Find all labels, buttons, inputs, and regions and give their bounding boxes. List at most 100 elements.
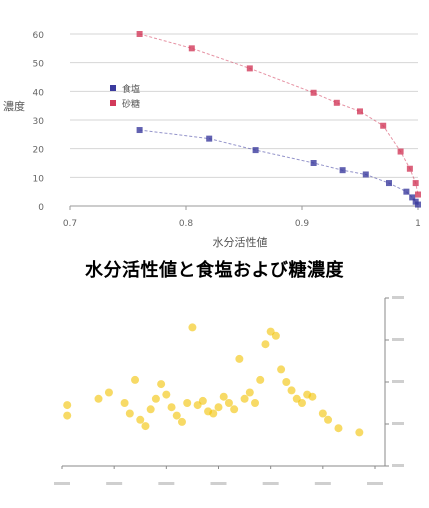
chart2-data-point: [94, 394, 103, 403]
figure-caption: 水分活性値と食塩および糖濃度: [85, 260, 344, 281]
chart2-data-point: [63, 401, 72, 410]
chart1-data-point: [415, 191, 421, 198]
chart2-x-tick-label: [367, 482, 383, 485]
chart1-y-tick-label: 0: [38, 203, 44, 213]
chart1-x-tick-label: 0.7: [63, 219, 77, 229]
chart1-data-point: [409, 194, 416, 201]
chart2-data-point: [172, 411, 181, 420]
chart1-data-point: [357, 108, 363, 115]
chart2-data-point: [209, 409, 218, 418]
chart1-data-point: [252, 147, 259, 154]
chart2-data-point: [151, 394, 160, 403]
chart2-y-tick-label: [392, 380, 404, 383]
chart2-data-point: [334, 424, 343, 433]
chart2-data-point: [157, 380, 166, 389]
chart1-data-point: [397, 148, 404, 155]
chart1-series-line: [139, 33, 419, 195]
chart2-data-point: [104, 388, 113, 397]
chart1-data-point: [403, 188, 410, 195]
chart2-data-point: [297, 399, 306, 407]
chart2-data-point: [230, 405, 239, 414]
chart1-tick-labels: 0 10 20 30 40 50 60 0.7 0.8 0.9 1: [33, 31, 421, 229]
chart2-data-point: [282, 378, 291, 386]
chart2-x-tick-label: [262, 482, 279, 485]
chart2-y-tick-label: [392, 422, 404, 425]
chart1-y-tick-label: 50: [33, 60, 45, 70]
chart2-data-point: [183, 399, 192, 407]
chart1-data-point: [246, 65, 253, 72]
chart1-legend-label: 砂糖: [122, 98, 140, 110]
chart2-x-tick-label: [314, 482, 331, 485]
chart1-legend-label: 食塩: [122, 83, 140, 95]
chart2-data-point: [251, 399, 260, 407]
chart2-data-point: [235, 354, 244, 363]
chart1-data-point: [339, 167, 346, 174]
chart2-data-point: [245, 388, 254, 397]
chart1-y-tick-label: 40: [33, 88, 45, 98]
chart2-tick-marks: [54, 296, 404, 485]
chart2-data-point: [198, 396, 207, 405]
chart1-legend-marker: [110, 85, 116, 91]
chart1-data-point: [188, 45, 195, 52]
chart1-data-point: [380, 122, 387, 129]
chart2-x-tick-label: [158, 482, 175, 485]
chart2-x-tick-label: [106, 482, 123, 485]
chart1-data-point: [333, 99, 340, 106]
chart1-data-point: [415, 201, 421, 208]
chart1-y-tick-label: 10: [33, 174, 45, 184]
chart1-y-axis-label: 濃度: [3, 99, 25, 113]
water-activity-scatter-chart: [0, 290, 429, 508]
chart2-data-point: [177, 417, 186, 426]
chart2-data-point: [256, 375, 265, 384]
chart2-data-point: [146, 405, 155, 414]
chart1-data-point: [412, 180, 419, 187]
chart2-data-point: [219, 392, 228, 401]
chart2-data-point: [131, 375, 140, 384]
chart2-data-point: [125, 409, 134, 418]
chart2-data-points: [63, 323, 364, 437]
chart2-data-point: [308, 392, 317, 401]
chart2-data-point: [224, 399, 233, 407]
chart1-x-tick-label: 0.9: [295, 219, 310, 229]
chart2-data-point: [141, 422, 150, 431]
chart2-y-tick-label: [392, 464, 404, 467]
chart1-legend-marker: [110, 100, 116, 106]
chart2-data-point: [240, 394, 249, 403]
chart2-data-point: [120, 399, 129, 407]
chart1-x-axis-label: 水分活性値: [213, 235, 268, 249]
chart2-x-tick-label: [54, 482, 70, 485]
chart1-data-point: [406, 165, 413, 172]
chart1-y-tick-label: 30: [33, 117, 45, 127]
chart2-y-tick-label: [392, 296, 404, 299]
chart2-data-point: [287, 386, 296, 395]
chart2-y-tick-label: [392, 338, 404, 341]
chart1-y-tick-label: 60: [33, 31, 45, 41]
chart1-data-point: [136, 127, 143, 134]
chart1-data-point: [136, 31, 143, 37]
chart2-data-point: [318, 409, 327, 418]
chart2-data-point: [214, 403, 223, 412]
chart1-data-points: [136, 31, 421, 208]
chart1-gridlines: [70, 33, 418, 207]
chart2-data-point: [324, 415, 333, 424]
chart1-data-point: [310, 89, 317, 96]
chart2-data-point: [271, 331, 280, 340]
chart1-data-point: [206, 135, 213, 142]
chart2-x-tick-label: [210, 482, 227, 485]
chart2-data-point: [167, 403, 176, 412]
chart1-y-tick-label: 20: [33, 146, 45, 156]
chart2-data-point: [162, 390, 171, 399]
chart2-data-point: [277, 365, 286, 374]
chart1-data-point: [362, 171, 369, 178]
chart1-x-tick-label: 1: [415, 219, 421, 229]
chart1-data-point: [386, 180, 392, 187]
chart2-data-point: [63, 411, 72, 420]
chart1-x-tick-label: 0.8: [179, 219, 194, 229]
chart2-data-point: [355, 428, 364, 437]
chart1-background: [0, 0, 429, 250]
chart2-data-point: [136, 415, 145, 424]
chart2-data-point: [261, 340, 270, 349]
chart1-data-point: [310, 160, 317, 166]
